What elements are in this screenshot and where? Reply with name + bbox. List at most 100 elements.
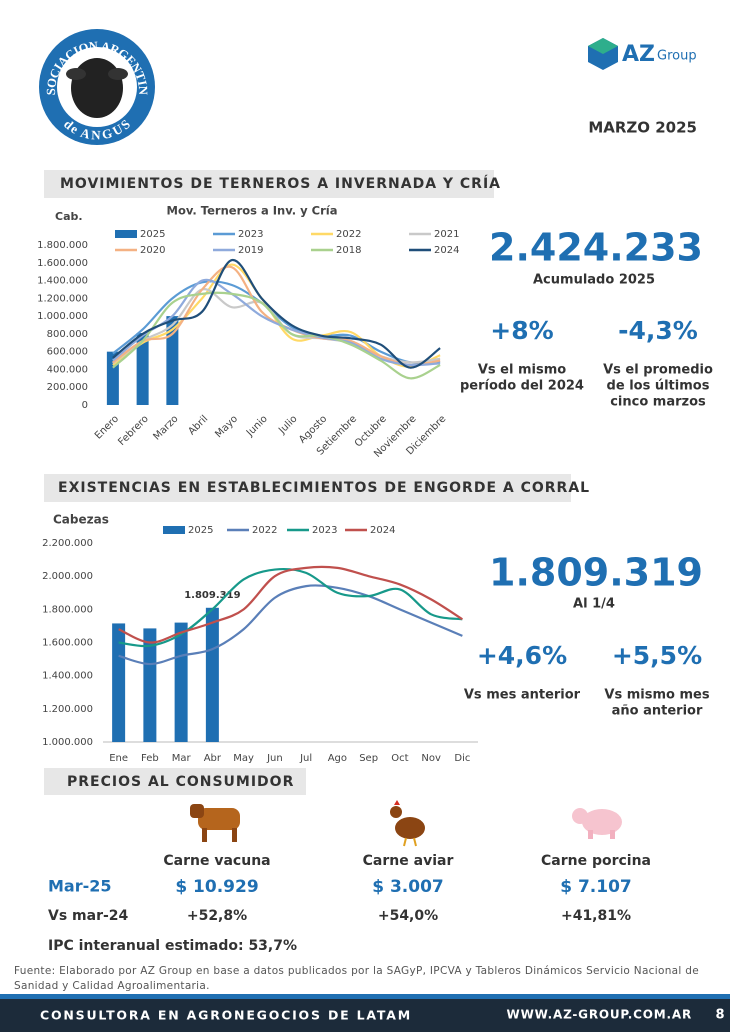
bar — [166, 316, 179, 405]
y-tick-label: 1.400.000 — [42, 671, 93, 682]
logo-az: AZ — [622, 42, 655, 67]
y-tick-label: 2.200.000 — [42, 538, 93, 549]
line — [118, 565, 463, 644]
y-tick-label: 2.000.000 — [42, 571, 93, 582]
y-tick-label: 0 — [82, 400, 88, 411]
legend-label: 2023 — [238, 229, 263, 240]
pig-icon — [572, 808, 622, 839]
stat-value: -4,3% — [618, 316, 698, 345]
az-logo: AZ Group — [588, 38, 697, 70]
x-tick-label: Feb — [141, 753, 159, 764]
y-tick-label: 400.000 — [47, 364, 88, 375]
footer-stripe — [0, 994, 730, 999]
stat-label: de los últimos — [607, 379, 710, 394]
chicken-icon — [390, 800, 425, 847]
bar — [112, 623, 126, 742]
section-title: EXISTENCIAS EN ESTABLECIMIENTOS DE ENGOR… — [58, 480, 590, 496]
data-label: 1.809.319 — [184, 590, 240, 601]
stat-label: Vs mismo mes — [604, 688, 709, 703]
logo-group: Group — [657, 49, 697, 64]
stat-label: período del 2024 — [460, 379, 584, 394]
y-tick-label: 1.400.000 — [37, 276, 88, 287]
x-tick-label: Sep — [359, 753, 378, 764]
product-change: +52,8% — [187, 908, 247, 924]
legend-label: 2020 — [140, 245, 165, 256]
line — [118, 567, 463, 648]
chart: 1.000.000 1.200.000 1.400.000 1.600.000 1.80… — [42, 525, 478, 764]
x-tick-label: Julio — [276, 413, 299, 436]
product-price: $ 10.929 — [175, 877, 258, 897]
y-tick-label: 1.800.000 — [42, 604, 93, 615]
stat-value: +4,6% — [477, 641, 567, 670]
y-tick-label: 1.200.000 — [37, 293, 88, 304]
product-change: +54,0% — [378, 908, 438, 924]
product-change: +41,81% — [561, 908, 631, 924]
stat-value: +8% — [490, 316, 553, 345]
report-date: MARZO 2025 — [588, 119, 697, 137]
legend-swatch — [163, 526, 185, 534]
line — [112, 280, 441, 365]
x-tick-label: Mayo — [213, 413, 240, 440]
row-label: Mar-25 — [48, 877, 112, 896]
y-tick-label: 1.200.000 — [42, 704, 93, 715]
y-tick-label: 200.000 — [47, 382, 88, 393]
x-tick-label: Abr — [204, 753, 222, 764]
legend-label: 2019 — [238, 245, 263, 256]
footer-bar — [0, 999, 730, 1032]
line — [112, 259, 441, 369]
legend-label: 2018 — [336, 245, 361, 256]
x-tick-label: Dic — [454, 753, 470, 764]
stat-label: Acumulado 2025 — [533, 273, 655, 288]
chart: 0 200.000 400.000 600.000 800.000 1.000.000 1.… — [37, 229, 459, 460]
stat-label: cinco marzos — [610, 395, 706, 410]
chart-title: Mov. Terneros a Inv. y Cría — [167, 204, 338, 218]
y-axis-label: Cabezas — [53, 513, 109, 527]
y-tick-label: 1.600.000 — [37, 258, 88, 269]
legend-label: 2022 — [336, 229, 361, 240]
x-tick-label: Marzo — [151, 413, 180, 442]
cow-icon — [190, 804, 240, 842]
legend-label: 2025 — [188, 525, 213, 536]
legend-label: 2024 — [370, 525, 395, 536]
x-tick-label: Ene — [109, 753, 128, 764]
section-bar — [44, 170, 494, 198]
stat-label: Al 1/4 — [573, 597, 615, 612]
section-bar — [44, 768, 306, 795]
legend-label: 2022 — [252, 525, 277, 536]
x-tick-label: Enero — [93, 413, 121, 441]
x-tick-label: Jul — [299, 753, 312, 764]
legend-label: 2023 — [312, 525, 337, 536]
product-name: Carne vacuna — [163, 853, 270, 869]
x-tick-label: Oct — [391, 753, 408, 764]
y-tick-label: 800.000 — [47, 329, 88, 340]
product-price: $ 3.007 — [372, 877, 444, 897]
legend-label: 2025 — [140, 229, 165, 240]
page-number: 8 — [715, 1008, 724, 1023]
stat-label: año anterior — [612, 704, 703, 719]
y-tick-label: 600.000 — [47, 347, 88, 358]
legend-label: 2024 — [434, 245, 459, 256]
section-title: MOVIMIENTOS DE TERNEROS A INVERNADA Y CR… — [60, 175, 501, 192]
x-tick-label: Junio — [244, 413, 270, 439]
footer-right: WWW.AZ-GROUP.COM.AR — [507, 1008, 692, 1022]
x-tick-label: Ago — [328, 753, 347, 764]
angus-logo: ASOCIACION ARGENTINA de ANGUS — [0, 0, 155, 145]
line — [112, 291, 441, 380]
x-tick-label: Nov — [421, 753, 441, 764]
bar — [136, 333, 149, 405]
x-tick-label: May — [233, 753, 254, 764]
y-axis-label: Cab. — [55, 210, 83, 223]
x-tick-label: Jun — [266, 753, 283, 764]
bar — [205, 607, 219, 742]
product-name: Carne porcina — [541, 853, 651, 869]
line — [112, 278, 441, 367]
stat-main: 1.809.319 — [489, 551, 703, 595]
y-tick-label: 1.800.000 — [37, 240, 88, 251]
stat-label: Vs mes anterior — [464, 688, 581, 703]
stat-main: 2.424.233 — [489, 226, 703, 270]
y-tick-label: 1.600.000 — [42, 638, 93, 649]
x-tick-label: Mar — [172, 753, 192, 764]
stat-label: Vs el mismo — [478, 363, 566, 378]
